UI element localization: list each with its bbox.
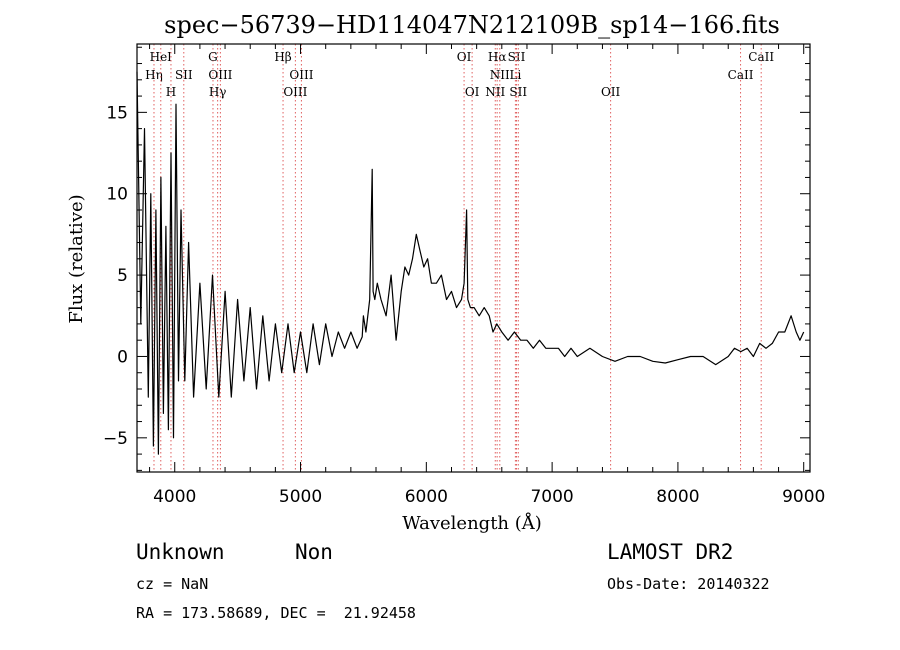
marker-label: Li — [509, 68, 521, 82]
spectrum-series-line — [136, 71, 805, 455]
x-axis-label: Wavelength (Å) — [402, 512, 542, 534]
marker-label: H — [166, 85, 176, 99]
marker-label: CaII — [728, 68, 754, 82]
x-tick-label: 5000 — [279, 487, 322, 507]
marker-label: OIII — [208, 68, 232, 82]
marker-label: OIII — [289, 68, 313, 82]
y-tick-label: 15 — [106, 103, 128, 123]
x-tick-label: 4000 — [153, 487, 196, 507]
coordinates-text: RA = 173.58689, DEC = 21.92458 — [136, 604, 416, 622]
marker-label: Hη — [145, 68, 163, 82]
y-tick-label: −5 — [103, 429, 128, 449]
marker-label: NII — [490, 68, 510, 82]
y-tick-label: 10 — [106, 185, 128, 205]
marker-label: Hβ — [274, 50, 291, 64]
marker-label: Hγ — [209, 85, 227, 99]
marker-label: HeI — [150, 50, 173, 64]
y-axis: −5 0 5 10 15 — [103, 46, 810, 471]
x-tick-label: 6000 — [405, 487, 448, 507]
plot-frame — [136, 43, 811, 473]
chart-title: spec−56739−HD114047N212109B_sp14−166.fit… — [164, 11, 780, 39]
x-tick-label: 7000 — [530, 487, 573, 507]
redshift-text: cz = NaN — [136, 575, 209, 593]
marker-label: OIII — [283, 85, 307, 99]
y-tick-label: 5 — [117, 266, 128, 286]
marker-label: SII — [175, 68, 193, 82]
marker-label: OI — [465, 85, 480, 99]
marker-label: SII — [509, 85, 527, 99]
y-axis-label: Flux (relative) — [66, 194, 87, 323]
marker-label: Hα — [488, 50, 507, 64]
x-tick-label: 8000 — [656, 487, 699, 507]
y-tick-label: 0 — [117, 347, 128, 367]
x-axis: 4000 5000 6000 7000 8000 9000 — [149, 44, 825, 507]
survey-label: LAMOST DR2 — [607, 540, 734, 564]
marker-label: CaII — [748, 50, 774, 64]
obs-date-text: Obs-Date: 20140322 — [607, 575, 770, 593]
marker-label: SII — [508, 50, 526, 64]
marker-label: OII — [601, 85, 621, 99]
marker-label: OI — [457, 50, 472, 64]
subclass-label: Non — [295, 540, 333, 564]
x-tick-label: 9000 — [782, 487, 825, 507]
marker-label: NII — [485, 85, 505, 99]
marker-label: G — [208, 50, 218, 64]
class-label: Unknown — [136, 540, 225, 564]
